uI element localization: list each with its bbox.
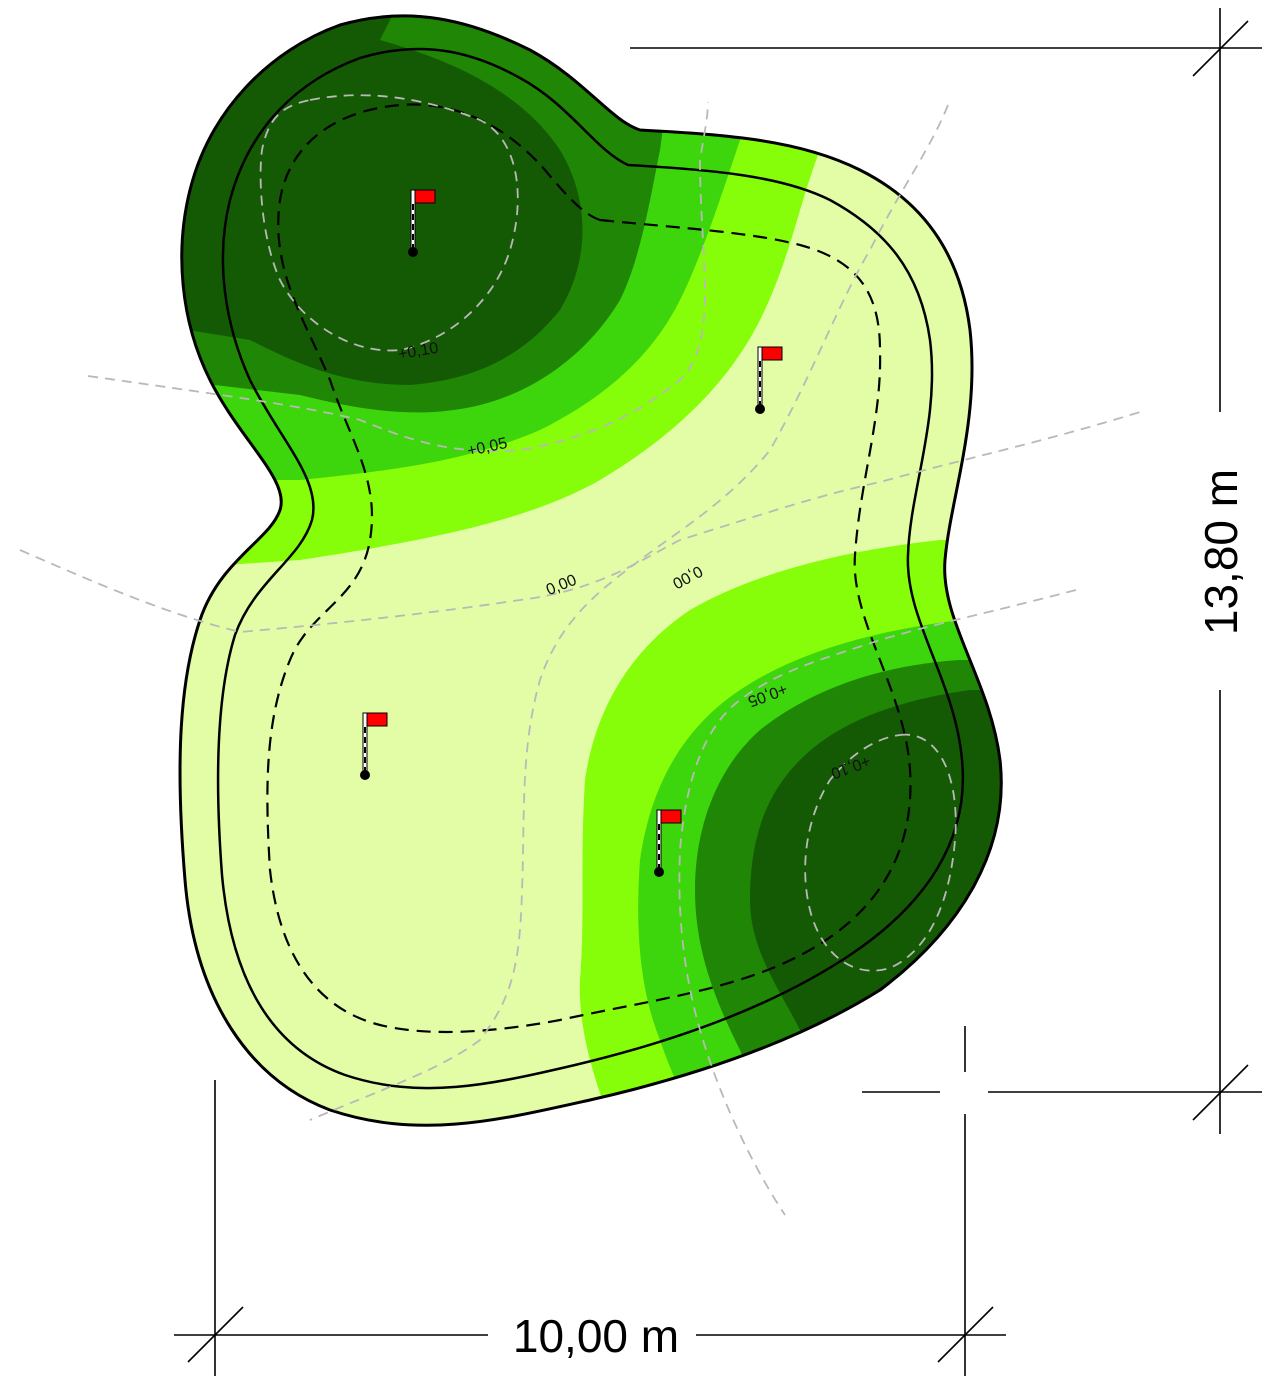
flag-banner — [366, 712, 388, 727]
hole-cup — [654, 867, 664, 877]
flag-banner — [414, 189, 436, 204]
width-dimension-label: 10,00 m — [513, 1310, 679, 1362]
height-dimension-label: 13,80 m — [1195, 469, 1247, 635]
contour-top-right — [309, 104, 949, 1121]
hole-cup — [408, 247, 418, 257]
width-dimension — [174, 1026, 1006, 1376]
hole-flag — [654, 809, 682, 877]
hole-flag — [408, 189, 436, 257]
flag-banner — [761, 346, 783, 361]
contour-middle — [19, 411, 1141, 633]
width-tick-right — [937, 1306, 994, 1363]
flag-banner — [660, 809, 682, 824]
contour-label-top-left-inner: +0,10 — [397, 340, 440, 364]
hole-flag — [360, 712, 388, 780]
contour-bottom-right-outer-ext — [678, 589, 1077, 1216]
contour-top-left-inner — [259, 94, 519, 352]
green-collar-line — [216, 47, 965, 1090]
contour-lines — [19, 94, 1141, 1216]
hole-flag — [755, 346, 783, 414]
height-tick-top — [1192, 20, 1249, 77]
width-tick-left — [187, 1306, 244, 1363]
contour-top-left-outer-ext — [87, 101, 709, 452]
zone-darkest-top — [180, 15, 583, 385]
green-outline — [178, 14, 1003, 1127]
contour-bottom-right-inner — [804, 733, 957, 972]
fringe-dashed-line — [266, 103, 912, 1034]
height-tick-bottom — [1192, 1064, 1249, 1121]
hole-cup — [360, 770, 370, 780]
zone-darkest-bottom — [750, 690, 1002, 1126]
height-dimension — [630, 8, 1262, 1134]
hole-cup — [755, 404, 765, 414]
